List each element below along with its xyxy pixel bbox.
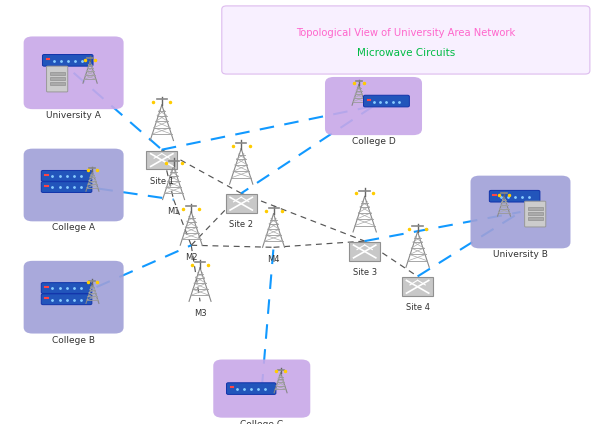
FancyBboxPatch shape	[527, 212, 543, 215]
Text: Topological View of University Area Network: Topological View of University Area Netw…	[296, 28, 515, 38]
FancyBboxPatch shape	[490, 190, 540, 202]
FancyBboxPatch shape	[41, 294, 92, 305]
Text: Site 4: Site 4	[406, 304, 430, 312]
Text: Microwave Circuits: Microwave Circuits	[357, 48, 455, 58]
FancyBboxPatch shape	[402, 277, 433, 296]
Text: M3: M3	[194, 309, 206, 318]
FancyBboxPatch shape	[50, 82, 65, 85]
Text: University B: University B	[493, 251, 548, 259]
Text: College A: College A	[52, 223, 95, 232]
FancyBboxPatch shape	[226, 194, 257, 213]
Text: College C: College C	[240, 420, 283, 424]
FancyBboxPatch shape	[23, 261, 124, 334]
Text: Site 3: Site 3	[353, 268, 377, 277]
FancyBboxPatch shape	[222, 6, 590, 74]
FancyBboxPatch shape	[527, 207, 543, 210]
FancyBboxPatch shape	[470, 176, 571, 248]
FancyBboxPatch shape	[527, 218, 543, 220]
FancyBboxPatch shape	[146, 151, 177, 170]
FancyBboxPatch shape	[41, 181, 92, 192]
FancyBboxPatch shape	[50, 73, 65, 75]
Text: M1: M1	[167, 207, 180, 216]
Text: M2: M2	[185, 253, 197, 262]
FancyBboxPatch shape	[349, 242, 380, 261]
FancyBboxPatch shape	[325, 77, 422, 135]
Text: College B: College B	[52, 336, 95, 345]
FancyBboxPatch shape	[23, 36, 124, 109]
FancyBboxPatch shape	[47, 66, 68, 92]
FancyBboxPatch shape	[23, 149, 124, 221]
Text: Site 2: Site 2	[229, 220, 253, 229]
FancyBboxPatch shape	[227, 383, 276, 394]
FancyBboxPatch shape	[41, 170, 92, 181]
FancyBboxPatch shape	[41, 283, 92, 293]
FancyBboxPatch shape	[50, 77, 65, 80]
Text: University A: University A	[46, 111, 101, 120]
FancyBboxPatch shape	[364, 95, 409, 107]
FancyBboxPatch shape	[524, 201, 546, 227]
Text: College D: College D	[352, 137, 395, 146]
Text: Site 1: Site 1	[150, 177, 174, 186]
Text: M4: M4	[267, 255, 280, 264]
FancyBboxPatch shape	[213, 360, 310, 418]
FancyBboxPatch shape	[43, 55, 93, 66]
